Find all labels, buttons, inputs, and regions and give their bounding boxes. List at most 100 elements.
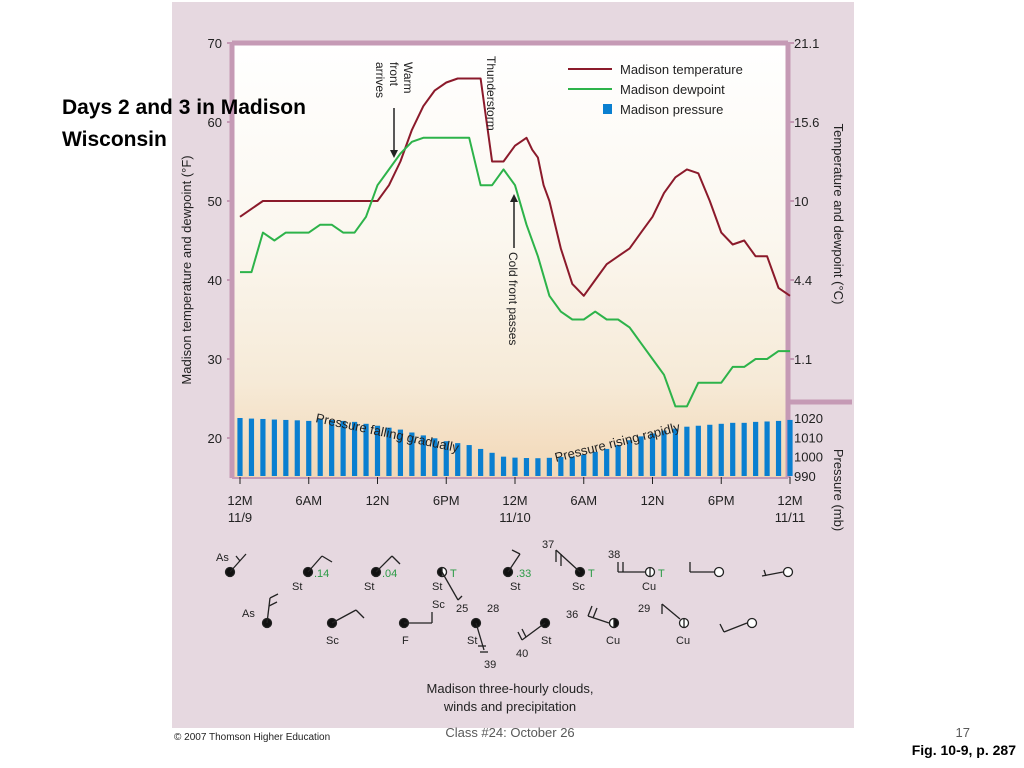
cold-front-label: Cold front passes [506,252,520,345]
series-lines [239,77,791,408]
pressure-tick-label: 1020 [794,411,823,426]
station-symbol [746,617,758,629]
station-models [224,549,794,653]
x-tick-sublabel: 11/11 [775,510,806,525]
y-tick-label-left: 20 [208,431,222,446]
station-caption-line2: winds and precipitation [443,699,576,714]
pressure-bar [626,440,633,476]
pressure-bar [329,419,335,476]
dewpoint-line [240,136,790,408]
pressure-bar [753,421,759,476]
pressure-bars [237,418,793,476]
pressure-bar [764,421,770,476]
pressure-bar [443,441,449,476]
y-tick-label-left: 40 [208,273,222,288]
pressure-bar [455,443,461,476]
y-axis-right-temp-title: Temperature and dewpoint (°C) [831,124,846,305]
station-symbol [782,566,794,578]
x-tick-label: 6PM [433,493,460,508]
pressure-bar [271,419,277,476]
y-tick-label-right: 4.4 [794,273,812,288]
station-label: St [292,581,302,593]
annotation-thunderstorm: Thunderstorm [484,56,498,131]
x-tick-label: 12M [227,493,252,508]
pressure-bar [489,452,495,476]
station-label: Cu [606,635,620,647]
pressure-bar [351,421,358,476]
annotation-warm-front: Warm front arrives [373,62,415,158]
pressure-bar [546,457,552,476]
pressure-bar [512,457,518,476]
legend-pressure-swatch [603,104,612,114]
y-tick-label-right: 10 [794,194,808,209]
pressure-bar [569,456,575,476]
pressure-bar [420,435,426,476]
pressure-bar [432,438,438,476]
pressure-bar [248,418,255,476]
station-label: Cu [642,581,656,593]
legend-temp-label: Madison temperature [620,62,743,77]
pressure-bar [363,423,369,476]
x-tick-sublabel: 11/9 [228,510,252,525]
y-tick-label-left: 60 [208,115,222,130]
footer-class-date: Class #24: October 26 [445,725,575,740]
station-label: T [658,568,665,580]
pressure-bar [306,420,312,476]
pressure-bar [581,454,587,476]
station-label: St [432,581,442,593]
station-symbol [713,566,725,578]
y-tick-label-left: 50 [208,194,222,209]
station-label: 25 [456,603,468,615]
figure-reference: Fig. 10-9, p. 287 [911,742,1016,758]
x-axis: 12M 11/9 6AM 12N 6PM 12M 11/10 6AM 12N 6PM 12M 11/1… [227,477,805,525]
station-label: Cu [676,635,690,647]
pressure-bar [558,457,564,476]
pressure-bar [466,445,472,476]
x-tick-label: 6AM [295,493,322,508]
station-label: 38 [608,549,620,561]
pressure-bar [374,425,381,476]
station-text: As St .14 St .04 St T Sc 25 St .33 28 37… [216,539,690,671]
slide-number: 17 [955,725,970,740]
pressure-bar [638,436,644,476]
warm-front-line-1: Warm [401,62,415,94]
warm-front-line-3: arrives [373,62,387,98]
pressure-bar [661,430,667,476]
pressure-bar [741,422,747,476]
pressure-bar [535,458,541,476]
pressure-bar [294,420,300,476]
station-label: T [450,568,457,580]
copyright-strip [172,728,432,746]
legend-pressure-label: Madison pressure [620,102,723,117]
x-tick-label: 6AM [570,493,597,508]
pressure-bar [523,458,530,476]
y-axis-right-pressure-title: Pressure (mb) [831,449,846,531]
station-label: Sc [432,599,445,611]
pressure-bar [604,448,610,476]
x-tick-label: 12N [641,493,665,508]
pressure-bar [684,426,690,476]
y-tick-label-right: 1.1 [794,352,812,367]
y-tick-label-right: 15.6 [794,115,819,130]
y-axis-right-temp: 21.1 15.6 10 4.4 1.1 [786,36,819,367]
station-label: 28 [487,603,499,615]
pressure-tick-label: 990 [794,469,816,484]
pressure-bar [283,419,289,476]
x-tick-sublabel: 11/10 [499,510,531,525]
legend-dew-label: Madison dewpoint [620,82,725,97]
y-axis-left: 70 60 50 40 30 20 [208,36,234,446]
y-axis-right-pressure: 1020 1010 1000 990 [794,411,823,484]
pressure-bar [775,420,782,476]
pressure-bar [478,448,484,476]
x-tick-label: 12N [366,493,390,508]
station-label: .33 [516,568,531,580]
y-axis-left-title: Madison temperature and dewpoint (°F) [179,155,194,384]
x-tick-label: 12M [777,493,802,508]
pressure-bar [260,418,266,476]
pressure-bar [397,429,404,476]
station-label: Sc [326,635,339,647]
pressure-bar [672,428,679,476]
annotation-cold-front: Cold front passes [506,194,520,345]
y-tick-label-right: 21.1 [794,36,819,51]
